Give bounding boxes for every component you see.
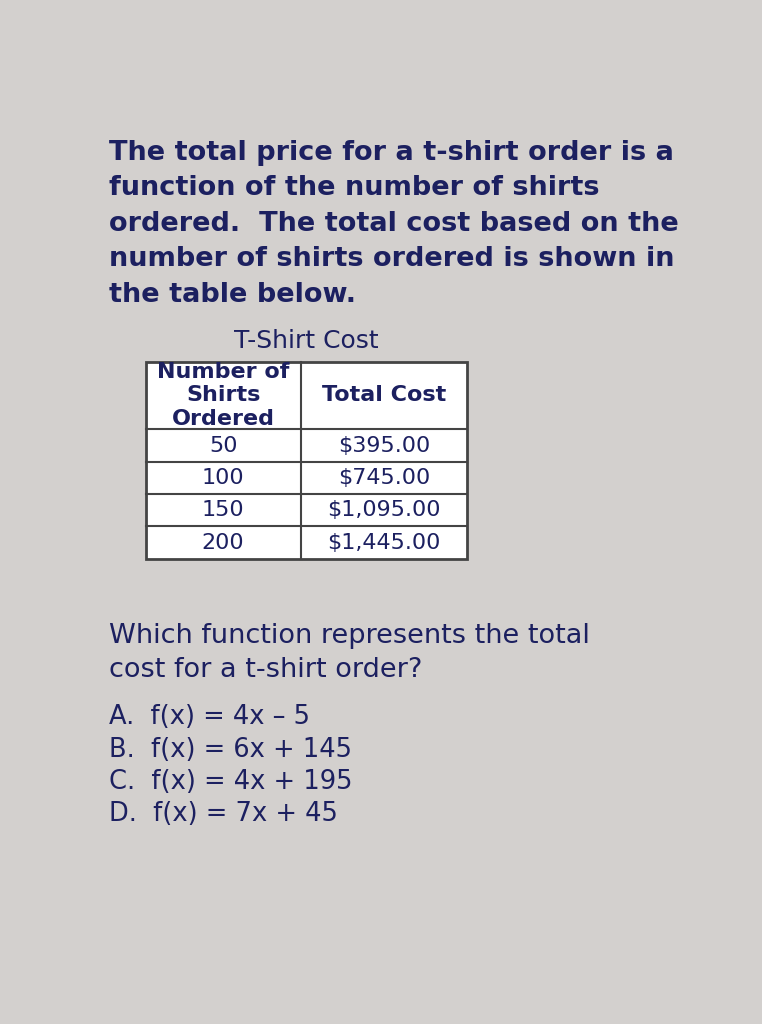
Text: B.  f(x) = 6x + 145: B. f(x) = 6x + 145 xyxy=(109,736,352,763)
Text: $1,445.00: $1,445.00 xyxy=(327,532,440,553)
Bar xyxy=(146,361,467,559)
Text: A.  f(x) = 4x – 5: A. f(x) = 4x – 5 xyxy=(109,705,310,730)
Text: C.  f(x) = 4x + 195: C. f(x) = 4x + 195 xyxy=(109,769,353,795)
Text: Which function represents the total: Which function represents the total xyxy=(109,624,590,649)
Text: function of the number of shirts: function of the number of shirts xyxy=(109,175,600,202)
Text: the table below.: the table below. xyxy=(109,282,356,307)
Text: cost for a t-shirt order?: cost for a t-shirt order? xyxy=(109,657,423,683)
Text: $745.00: $745.00 xyxy=(338,468,430,487)
Text: Total Cost: Total Cost xyxy=(322,385,446,406)
Text: number of shirts ordered is shown in: number of shirts ordered is shown in xyxy=(109,246,674,272)
Text: 150: 150 xyxy=(202,500,245,520)
Text: $395.00: $395.00 xyxy=(338,435,430,456)
Text: 50: 50 xyxy=(209,435,238,456)
Text: Number of
Shirts
Ordered: Number of Shirts Ordered xyxy=(157,362,290,429)
Text: 200: 200 xyxy=(202,532,245,553)
Text: ordered.  The total cost based on the: ordered. The total cost based on the xyxy=(109,211,679,237)
Text: The total price for a t-shirt order is a: The total price for a t-shirt order is a xyxy=(109,140,674,166)
Text: $1,095.00: $1,095.00 xyxy=(327,500,440,520)
Text: 100: 100 xyxy=(202,468,245,487)
Text: D.  f(x) = 7x + 45: D. f(x) = 7x + 45 xyxy=(109,801,338,827)
Text: T-Shirt Cost: T-Shirt Cost xyxy=(234,330,379,353)
